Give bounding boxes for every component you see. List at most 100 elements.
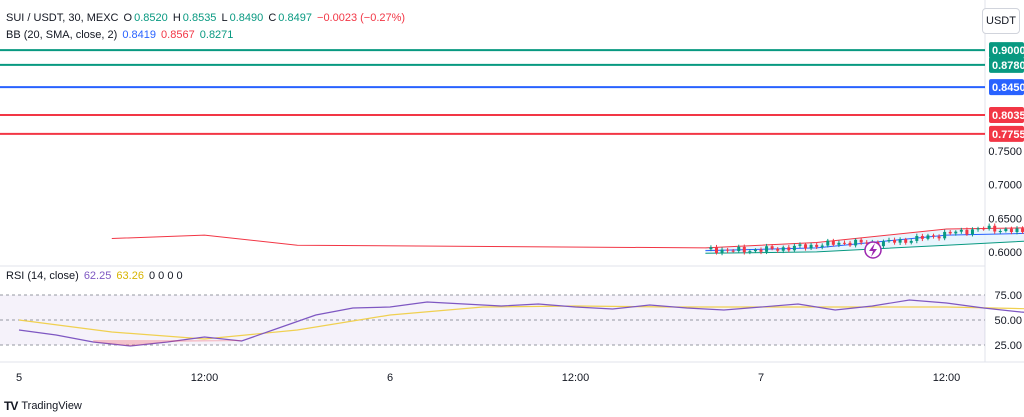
level-label-text: 0.8035 bbox=[992, 110, 1024, 122]
bb-mid-line bbox=[705, 232, 1024, 252]
rsi-tick-label: 75.00 bbox=[994, 290, 1022, 302]
candle bbox=[709, 247, 713, 250]
time-tick-label: 12:00 bbox=[191, 372, 219, 384]
bb-mid-value: 0.8419 bbox=[122, 29, 156, 41]
level-label-box bbox=[989, 56, 1024, 73]
candle bbox=[753, 249, 757, 252]
candle bbox=[987, 225, 991, 229]
low-value: 0.8490 bbox=[229, 12, 264, 24]
candle bbox=[792, 245, 796, 251]
candle bbox=[798, 244, 802, 246]
lightning-icon[interactable] bbox=[864, 241, 882, 259]
candle bbox=[848, 242, 852, 246]
candle bbox=[893, 239, 897, 243]
candle bbox=[926, 235, 930, 239]
candle bbox=[865, 242, 869, 244]
open-value: 0.8520 bbox=[134, 12, 168, 24]
rsi-label: RSI (14, close) bbox=[6, 270, 79, 282]
candle bbox=[1015, 228, 1019, 233]
rsi-tick-label: 25.00 bbox=[994, 340, 1022, 352]
candle bbox=[904, 239, 908, 243]
candle bbox=[742, 246, 746, 253]
rsi-legend[interactable]: RSI (14, close) 62.25 63.26 0 0 0 0 bbox=[6, 270, 185, 282]
time-tick-label: 6 bbox=[387, 372, 393, 384]
price-axis: 0.6000 0.6500 0.7000 0.7500 25.00 50.00 75.00 bbox=[988, 146, 1022, 352]
change-value: −0.0023 (−0.27%) bbox=[317, 12, 406, 24]
price-tick-label: 0.7000 bbox=[988, 180, 1022, 192]
candle bbox=[720, 249, 724, 253]
symbol-name[interactable]: SUI / USDT, 30, MEXC bbox=[6, 12, 119, 24]
horizontal-levels bbox=[0, 49, 985, 135]
candle bbox=[737, 246, 741, 252]
candle bbox=[837, 242, 841, 245]
level-label-box bbox=[989, 107, 1024, 124]
candle bbox=[759, 249, 763, 252]
rsi-oversold-fill bbox=[93, 340, 242, 346]
candle bbox=[887, 239, 891, 242]
candle bbox=[970, 229, 974, 235]
level-label-text: 0.8780 bbox=[992, 60, 1024, 72]
lightning-bolt bbox=[869, 243, 877, 257]
candle bbox=[943, 231, 947, 239]
rsi-tick-label: 50.00 bbox=[994, 315, 1022, 327]
candle bbox=[787, 247, 791, 251]
candle bbox=[881, 241, 885, 247]
high-value: 0.8535 bbox=[182, 12, 217, 24]
currency-button[interactable]: USDT bbox=[982, 8, 1020, 34]
candle bbox=[854, 239, 858, 246]
level-labels: 0.9000 0.8780 0.8450 0.8035 0.7755 bbox=[989, 42, 1024, 142]
candle bbox=[842, 242, 846, 244]
candle bbox=[804, 244, 808, 249]
level-label-text: 0.8450 bbox=[992, 82, 1024, 94]
candle bbox=[998, 231, 1002, 233]
candle bbox=[1004, 228, 1008, 232]
time-tick-label: 12:00 bbox=[562, 372, 590, 384]
candle bbox=[976, 228, 980, 230]
bb-lower-line bbox=[705, 240, 1024, 254]
level-label-box bbox=[989, 79, 1024, 96]
candle bbox=[965, 229, 969, 235]
candle bbox=[726, 249, 730, 251]
price-tick-label: 0.7500 bbox=[988, 146, 1022, 158]
time-tick-label: 7 bbox=[758, 372, 764, 384]
rsi-line bbox=[18, 299, 1024, 347]
candle bbox=[831, 240, 835, 245]
candle bbox=[815, 244, 819, 247]
candle bbox=[748, 251, 752, 253]
candle bbox=[731, 250, 735, 252]
time-tick-label: 5 bbox=[16, 372, 22, 384]
candle bbox=[915, 236, 919, 241]
candle bbox=[920, 236, 924, 239]
candle bbox=[781, 247, 785, 251]
candle bbox=[1009, 228, 1013, 233]
level-label-box bbox=[989, 42, 1024, 59]
candle bbox=[959, 229, 963, 232]
candle bbox=[898, 239, 902, 243]
candle bbox=[993, 225, 997, 232]
candle bbox=[937, 236, 941, 239]
rsi-ma-line bbox=[18, 305, 1024, 340]
rsi-ma-value: 63.26 bbox=[116, 270, 144, 282]
bb-legend[interactable]: BB (20, SMA, close, 2) 0.8419 0.8567 0.8… bbox=[6, 29, 235, 41]
level-label-text: 0.9000 bbox=[992, 45, 1024, 57]
rsi-pane bbox=[0, 294, 1024, 347]
level-label-box bbox=[989, 125, 1024, 142]
candle bbox=[859, 239, 863, 243]
candle bbox=[770, 246, 774, 249]
price-tick-label: 0.6500 bbox=[988, 213, 1022, 225]
candle bbox=[765, 246, 769, 252]
candle bbox=[820, 245, 824, 247]
rsi-extra-values: 0 0 0 0 bbox=[149, 270, 183, 282]
candle bbox=[948, 231, 952, 234]
rsi-value: 62.25 bbox=[83, 270, 112, 282]
bb-upper-line bbox=[111, 227, 1024, 249]
brand-name: TradingView bbox=[21, 400, 82, 412]
candle bbox=[982, 228, 986, 230]
brand-footer[interactable]: TV TradingView bbox=[4, 399, 82, 413]
symbol-legend: SUI / USDT, 30, MEXC O 0.8520 H 0.8535 L 0.… bbox=[6, 12, 406, 24]
candle bbox=[809, 244, 813, 249]
price-tick-label: 0.6000 bbox=[988, 247, 1022, 259]
candle bbox=[909, 240, 913, 243]
